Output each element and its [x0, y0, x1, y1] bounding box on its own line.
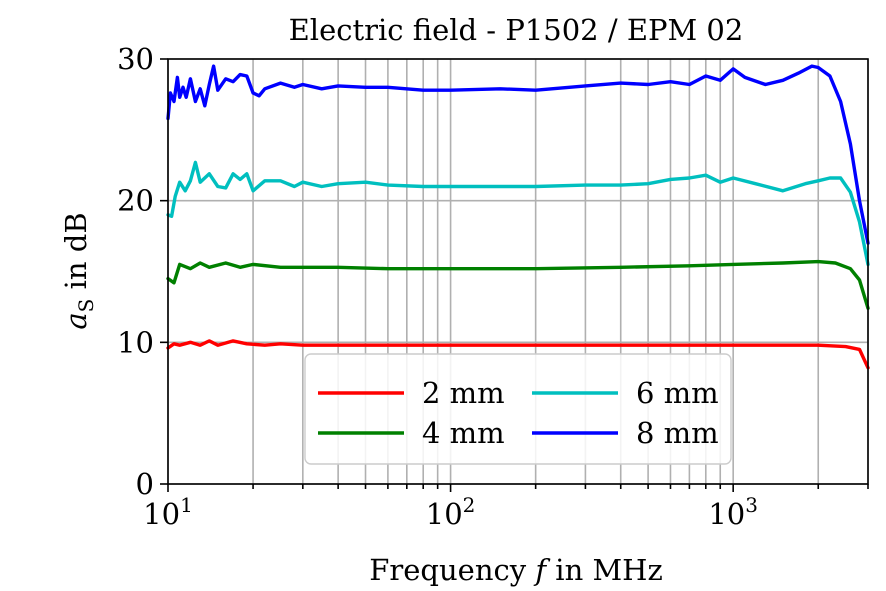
y-tick-label: 0 — [136, 467, 154, 501]
legend-label-2-mm: 2 mm — [422, 376, 505, 410]
series-line-6-mm — [166, 160, 870, 267]
x-tick-labels: 101 102 103 — [143, 493, 758, 531]
series-line-2-mm — [166, 339, 870, 370]
x-tick-label: 101 — [143, 493, 193, 531]
y-tick-label: 30 — [117, 42, 154, 76]
legend-label-8-mm: 8 mm — [636, 416, 719, 450]
legend: 2 mm 4 mm 6 mm 8 mm — [304, 353, 732, 465]
chart-title: Electric field - P1502 / EPM 02 — [289, 13, 744, 47]
series-line-8-mm — [166, 64, 870, 245]
x-tick-label: 103 — [708, 493, 758, 531]
y-axis-label: aS in dB — [59, 212, 98, 329]
y-tick-label: 10 — [117, 325, 154, 359]
legend-label-4-mm: 4 mm — [422, 416, 505, 450]
y-tick-label: 20 — [117, 184, 154, 218]
legend-label-6-mm: 6 mm — [636, 376, 719, 410]
x-tick-label: 102 — [426, 493, 476, 531]
legend-box — [304, 353, 732, 465]
plot-series — [166, 64, 870, 370]
series-line-4-mm — [166, 259, 870, 310]
axis-ticks — [160, 58, 869, 492]
y-tick-labels: 0 10 20 30 — [117, 42, 154, 501]
plot-frame — [167, 58, 869, 485]
x-axis-label: Frequency f in MHz — [369, 553, 662, 587]
